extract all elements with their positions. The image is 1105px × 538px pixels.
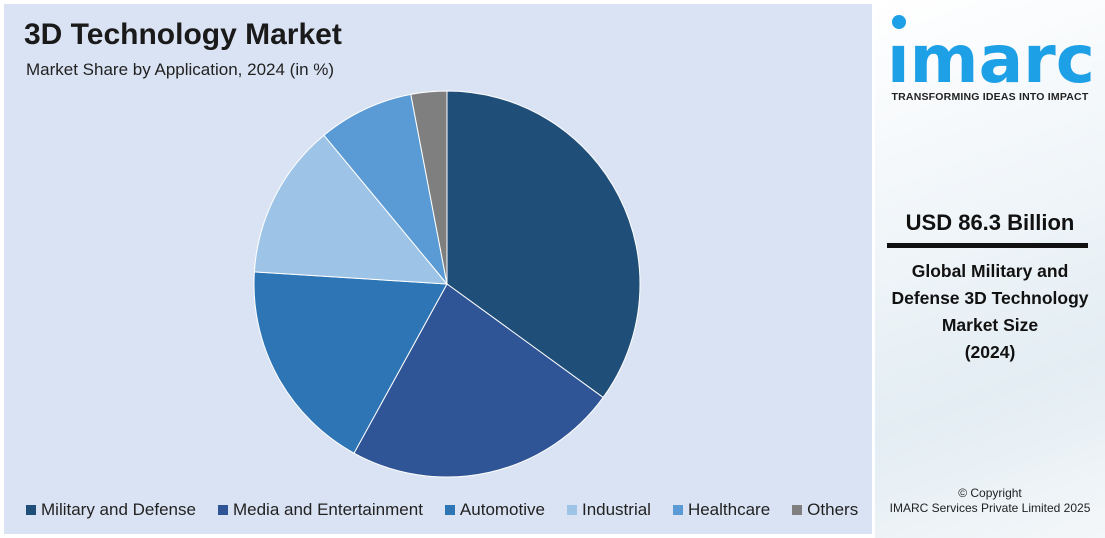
legend-swatch xyxy=(672,505,683,515)
tagline: TRANSFORMING IDEAS INTO IMPACT xyxy=(891,91,1089,103)
svg-text:ımarc: ımarc xyxy=(887,21,1095,88)
legend-swatch xyxy=(444,505,455,515)
description-line: Global Military and xyxy=(911,261,1069,281)
description-line: Defense 3D Technology xyxy=(891,288,1089,308)
description-line: (2024) xyxy=(964,342,1016,362)
legend-label: Automotive xyxy=(459,500,545,519)
legend-label: Media and Entertainment xyxy=(232,500,423,519)
legend-swatch xyxy=(792,505,803,515)
legend-label: Healthcare xyxy=(687,500,771,519)
pie-slice-healthcare xyxy=(323,93,448,285)
description-line: Market Size xyxy=(941,315,1039,335)
legend-item: Military and Defense xyxy=(26,500,196,520)
legend-item: Others xyxy=(792,500,858,520)
legend-label: Military and Defense xyxy=(41,500,196,519)
pie-slice-automotive xyxy=(253,271,448,454)
pie-chart xyxy=(253,90,641,478)
pie-slice-military-and-defense xyxy=(446,90,641,399)
legend-label: Others xyxy=(807,500,859,519)
side-panel: ımarc TRANSFORMING IDEAS INTO IMPACT USD… xyxy=(875,0,1105,538)
legend-swatch xyxy=(217,505,228,515)
legend-swatch xyxy=(26,505,36,515)
pie-slice-industrial xyxy=(253,134,449,285)
legend-item: Media and Entertainment xyxy=(217,500,423,520)
pie-slice-media-and-entertainment xyxy=(353,283,604,478)
chart-title: 3D Technology Market xyxy=(24,18,342,51)
pie-slice-others xyxy=(410,90,448,285)
divider xyxy=(887,243,1088,248)
market-description: Global Military and Defense 3D Technolog… xyxy=(875,258,1105,366)
legend-item: Healthcare xyxy=(672,500,771,520)
imarc-logo: ımarc xyxy=(887,15,1095,88)
chart-panel: 3D Technology Market Market Share by App… xyxy=(4,4,872,534)
market-value: USD 86.3 Billion xyxy=(905,210,1075,235)
chart-subtitle: Market Share by Application, 2024 (in %) xyxy=(26,60,335,79)
legend: Military and Defense Media and Entertainm… xyxy=(26,500,858,520)
legend-item: Industrial xyxy=(566,500,651,520)
legend-label: Industrial xyxy=(581,500,651,519)
copyright-line: © Copyright xyxy=(958,486,1022,500)
legend-swatch xyxy=(566,505,577,515)
copyright-line: IMARC Services Private Limited 2025 xyxy=(889,501,1091,515)
legend-item: Automotive xyxy=(444,500,545,520)
copyright: © Copyright IMARC Services Private Limit… xyxy=(875,486,1105,516)
